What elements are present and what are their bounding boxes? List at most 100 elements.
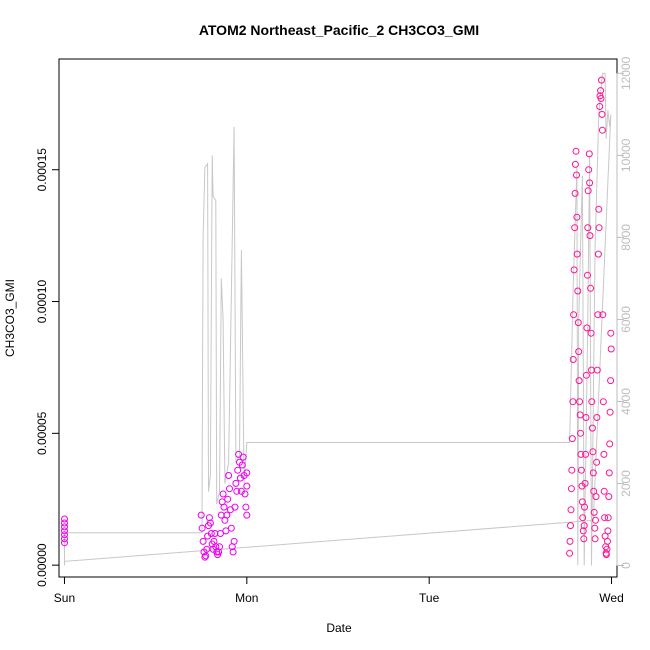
data-point (226, 485, 233, 493)
y2-tick-label: 4000 (619, 388, 633, 415)
data-point (594, 311, 602, 319)
data-point (597, 87, 605, 95)
ch3co3-series (61, 76, 615, 561)
data-point (587, 329, 595, 337)
data-point (606, 408, 614, 416)
data-point (592, 493, 600, 501)
data-point (591, 535, 599, 543)
data-point (223, 511, 231, 519)
data-point (604, 514, 612, 522)
data-point (589, 469, 597, 477)
chart-title: ATOM2 Northeast_Pacific_2 CH3CO3_GMI (199, 22, 479, 38)
data-point (595, 224, 603, 232)
data-point (570, 311, 578, 319)
data-point (575, 348, 583, 356)
data-point (584, 224, 592, 232)
data-point (61, 527, 68, 535)
y-axis: 0.00000 0.00005 0.00010 0.00015 (35, 148, 60, 587)
data-point (574, 287, 582, 295)
plot-frame (58, 58, 618, 578)
data-point (230, 537, 238, 545)
data-point (202, 552, 210, 560)
data-point (581, 479, 589, 487)
data-point (598, 76, 605, 84)
data-point (597, 95, 605, 102)
data-point (572, 147, 580, 155)
data-point (604, 527, 612, 535)
data-point (576, 398, 584, 406)
data-point (598, 126, 606, 134)
data-point (584, 271, 591, 279)
data-point (605, 469, 613, 477)
data-point (593, 458, 601, 466)
data-point (593, 366, 601, 374)
data-point (582, 450, 590, 458)
data-point (580, 522, 588, 530)
data-point (242, 503, 250, 511)
data-point (229, 548, 237, 556)
data-point (603, 545, 611, 553)
data-point (216, 543, 223, 551)
data-point (243, 469, 251, 477)
data-point (574, 319, 582, 327)
data-point (584, 187, 592, 195)
data-point (225, 472, 233, 479)
data-point (567, 522, 574, 530)
y-tick-label: 0.00015 (35, 148, 49, 192)
data-point (588, 424, 596, 432)
data-point (602, 551, 610, 559)
data-point (599, 398, 607, 406)
data-point (590, 508, 598, 516)
data-point (577, 429, 584, 437)
data-point (571, 189, 579, 197)
y-axis-label: CH3CO3_GMI (3, 279, 17, 357)
data-point (238, 461, 246, 469)
data-point (583, 324, 591, 332)
data-point (600, 450, 608, 458)
data-point (604, 537, 611, 545)
data-point (592, 516, 599, 524)
x-tick-label: Wed (599, 591, 623, 605)
data-point (61, 515, 68, 523)
data-point (227, 524, 235, 532)
data-point (577, 466, 585, 474)
x-axis: Sun Mon Tue Wed (54, 576, 624, 605)
y2-tick-label: 12000 (619, 56, 633, 90)
data-point (232, 479, 240, 487)
data-point (573, 171, 580, 179)
data-point (568, 435, 576, 443)
data-point (591, 524, 599, 532)
data-point (586, 232, 594, 240)
data-point (573, 213, 581, 221)
data-point (569, 356, 577, 363)
x-tick-label: Tue (419, 591, 440, 605)
data-point (198, 524, 206, 532)
data-point (234, 466, 242, 474)
y-tick-label: 0.00005 (35, 411, 49, 455)
data-point (581, 503, 588, 511)
data-point (607, 345, 615, 353)
data-point (600, 487, 608, 495)
data-point (567, 485, 575, 493)
data-point (243, 482, 251, 490)
x-tick-label: Mon (235, 591, 258, 605)
y-tick-label: 0.00000 (35, 543, 49, 587)
data-point (243, 511, 251, 519)
data-point (61, 539, 68, 547)
data-point (61, 519, 68, 527)
data-point (599, 311, 607, 319)
data-point (571, 224, 579, 232)
data-point (586, 179, 594, 187)
data-point (197, 511, 205, 519)
data-point (61, 531, 68, 539)
data-point (241, 490, 249, 498)
data-point (601, 514, 609, 522)
altitude-line (64, 72, 612, 566)
altitude-series (64, 72, 612, 566)
data-point (587, 284, 595, 292)
x-tick-label: Sun (54, 591, 75, 605)
data-point (207, 530, 215, 537)
data-point (606, 440, 614, 448)
data-point (206, 519, 214, 527)
data-point (575, 377, 583, 385)
